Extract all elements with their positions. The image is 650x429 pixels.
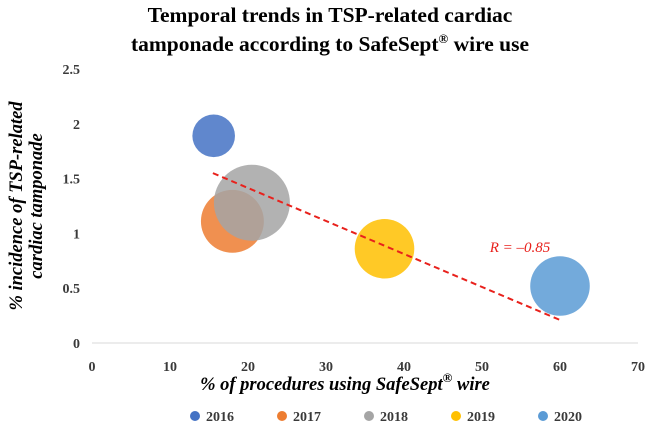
x-ticks: 0 10 20 30 40 50 60 70 (89, 360, 646, 375)
y-tick-label: 0.5 (63, 282, 81, 297)
y-tick-label: 0 (73, 337, 80, 352)
legend-marker-2019 (451, 411, 461, 421)
x-tick-label: 20 (241, 360, 255, 375)
bubble-2020 (530, 256, 590, 316)
bubbles (192, 114, 590, 316)
bubble-2016 (192, 114, 235, 158)
legend-label-2019: 2019 (467, 410, 495, 425)
legend-marker-2020 (538, 411, 548, 421)
chart-title-line1: Temporal trends in TSP-related cardiac (148, 3, 513, 27)
y-tick-label: 1.5 (63, 173, 81, 188)
x-axis-label: % of procedures using SafeSept® wire (200, 370, 490, 395)
legend-label-2016: 2016 (206, 410, 234, 425)
legend-marker-2016 (190, 411, 200, 421)
legend-label-2017: 2017 (293, 410, 321, 425)
legend-marker-2017 (277, 411, 287, 421)
bubble-2019 (354, 218, 415, 279)
chart-title-line2: tamponade according to SafeSept® wire us… (131, 31, 529, 56)
y-tick-label: 1 (73, 227, 80, 242)
x-tick-label: 70 (631, 360, 645, 375)
x-tick-label: 10 (163, 360, 177, 375)
trendline (212, 172, 561, 321)
x-tick-label: 60 (553, 360, 567, 375)
legend-marker-2018 (364, 411, 374, 421)
x-tick-label: 0 (89, 360, 96, 375)
bubble-2018 (213, 164, 290, 241)
legend-label-2018: 2018 (380, 410, 408, 425)
y-axis-label-line1: % incidence of TSP-related (7, 101, 27, 311)
y-tick-label: 2.5 (63, 63, 81, 78)
x-tick-label: 50 (475, 360, 489, 375)
y-axis-label: % incidence of TSP-related cardiac tampo… (7, 101, 47, 311)
legend: 2016 2017 2018 2019 2020 (190, 410, 582, 425)
plot-area: 0 10 20 30 40 50 60 70 0 0.5 1 1.5 2 2.5 R = –0.85 (63, 63, 646, 375)
x-tick-label: 40 (397, 360, 411, 375)
correlation-annotation: R = –0.85 (489, 240, 551, 256)
y-axis-label-line2: cardiac tamponade (27, 133, 47, 278)
y-ticks: 0 0.5 1 1.5 2 2.5 (63, 63, 81, 352)
x-tick-label: 30 (319, 360, 333, 375)
legend-label-2020: 2020 (554, 410, 582, 425)
y-tick-label: 2 (73, 118, 80, 133)
